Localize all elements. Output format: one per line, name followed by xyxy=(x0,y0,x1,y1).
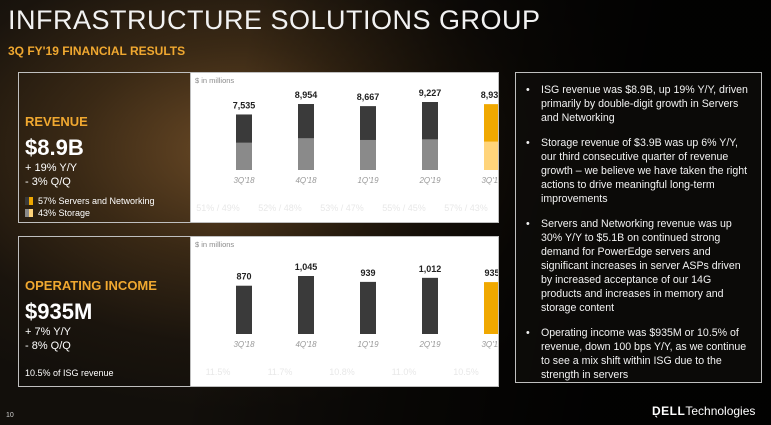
commentary-text: Operating income was $935M or 10.5% of r… xyxy=(541,327,747,381)
category-label: 2Q'19 xyxy=(418,176,441,185)
revenue-qq: - 3% Q/Q xyxy=(25,176,71,188)
operating-income-label: OPERATING INCOME xyxy=(25,278,157,293)
revenue-panel: REVENUE $8.9B + 19% Y/Y - 3% Q/Q 57% Ser… xyxy=(18,72,499,223)
legend-label-storage: 43% Storage xyxy=(38,208,91,218)
commentary-box: • ISG revenue was $8.9B, up 19% Y/Y, driv… xyxy=(515,72,762,383)
operating-income-value: $935M xyxy=(25,299,93,324)
revenue-mix-3q18: 51% / 49% xyxy=(196,203,240,213)
oi-margin-2q19: 11.0% xyxy=(391,367,417,377)
bar-value-label: 8,667 xyxy=(357,92,380,102)
category-label: 4Q'18 xyxy=(295,340,317,349)
revenue-yy: + 19% Y/Y xyxy=(25,162,78,174)
operating-income-summary: OPERATING INCOME $935M + 7% Y/Y - 8% Q/Q… xyxy=(18,236,190,387)
legend-swatch-storage xyxy=(25,209,33,217)
bar-value-label: 1,012 xyxy=(419,264,442,274)
bar-value-label: 7,535 xyxy=(233,100,256,110)
bar-value-label: 8,937 xyxy=(481,90,498,100)
operating-income-yy: + 7% Y/Y xyxy=(25,326,71,338)
commentary-item: • Servers and Networking revenue was up 3… xyxy=(526,217,754,315)
category-label: 3Q'19 xyxy=(481,176,498,185)
category-label: 2Q'19 xyxy=(418,340,441,349)
revenue-chart: $ in millions 7,535 3Q'18 8,954 4Q'18 8,667 1… xyxy=(190,72,499,223)
bar-operating-income xyxy=(298,276,314,334)
revenue-summary: REVENUE $8.9B + 19% Y/Y - 3% Q/Q 57% Ser… xyxy=(18,72,190,223)
operating-income-panel: OPERATING INCOME $935M + 7% Y/Y - 8% Q/Q… xyxy=(18,236,499,387)
bar-operating-income xyxy=(236,285,252,334)
bar-storage xyxy=(422,139,438,170)
oi-margin-1q19: 10.8% xyxy=(329,367,355,377)
commentary-text: Servers and Networking revenue was up 30… xyxy=(541,218,741,314)
category-label: 1Q'19 xyxy=(357,176,379,185)
bar-storage xyxy=(298,138,314,170)
commentary-text: Storage revenue of $3.9B was up 6% Y/Y, … xyxy=(541,137,748,205)
commentary-text: ISG revenue was $8.9B, up 19% Y/Y, drive… xyxy=(541,84,748,124)
logo-suffix: Technologies xyxy=(685,404,756,418)
oi-margin-3q19: 10.5% xyxy=(453,367,479,377)
oi-margin-3q18: 11.5% xyxy=(205,367,231,377)
revenue-mix-1q19: 53% / 47% xyxy=(320,203,364,213)
legend-label-servers: 57% Servers and Networking xyxy=(38,196,155,206)
bar-operating-income xyxy=(360,281,376,334)
revenue-mix-2q19: 55% / 45% xyxy=(382,203,426,213)
operating-income-note: 10.5% of ISG revenue xyxy=(25,368,114,378)
operating-income-chart: $ in millions 870 3Q'18 1,045 4Q'18 939 1Q'19… xyxy=(190,236,499,387)
category-label: 3Q'18 xyxy=(233,176,255,185)
bar-storage xyxy=(484,141,498,170)
bar-value-label: 9,227 xyxy=(419,88,442,98)
operating-income-qq: - 8% Q/Q xyxy=(25,340,71,352)
oi-margin-4q18: 11.7% xyxy=(267,367,293,377)
commentary-item: • ISG revenue was $8.9B, up 19% Y/Y, driv… xyxy=(526,83,754,125)
bar-storage xyxy=(236,142,252,170)
revenue-value: $8.9B xyxy=(25,135,84,160)
page-number: 10 xyxy=(6,412,14,419)
category-label: 1Q'19 xyxy=(357,340,379,349)
bar-servers-networking xyxy=(422,102,438,140)
bar-value-label: 939 xyxy=(360,268,375,278)
bar-servers-networking xyxy=(236,114,252,143)
commentary-item: • Storage revenue of $3.9B was up 6% Y/Y,… xyxy=(526,136,754,206)
category-label: 3Q'19 xyxy=(481,340,498,349)
legend-swatch-servers xyxy=(25,197,33,205)
bar-value-label: 1,045 xyxy=(295,262,318,272)
bar-servers-networking xyxy=(360,106,376,140)
revenue-mix-4q18: 52% / 48% xyxy=(258,203,302,213)
commentary-item: • Operating income was $935M or 10.5% of … xyxy=(526,326,754,382)
bar-storage xyxy=(360,139,376,170)
bar-operating-income xyxy=(422,277,438,334)
bar-servers-networking xyxy=(484,104,498,142)
bar-value-label: 870 xyxy=(236,272,251,282)
operating-income-unit-label: $ in millions xyxy=(195,240,235,249)
revenue-unit-label: $ in millions xyxy=(195,76,235,85)
revenue-mix-3q19: 57% / 43% xyxy=(444,203,488,213)
bullet-icon: • xyxy=(526,327,530,339)
page-title: INFRASTRUCTURE SOLUTIONS GROUP xyxy=(8,5,541,35)
bullet-icon: • xyxy=(526,218,530,230)
revenue-label: REVENUE xyxy=(25,114,88,129)
operating-income-chart-svg: 870 3Q'18 1,045 4Q'18 939 1Q'19 1,012 2Q'19 935 3… xyxy=(233,262,498,349)
bullet-icon: • xyxy=(526,84,530,96)
dell-technologies-logo: D̖ELL Technologies xyxy=(652,404,755,418)
legend-storage: 43% Storage xyxy=(25,208,90,218)
bar-operating-income xyxy=(484,282,498,334)
commentary-list: • ISG revenue was $8.9B, up 19% Y/Y, driv… xyxy=(526,83,754,393)
logo-brand: D̖ELL xyxy=(652,404,686,418)
page-subtitle: 3Q FY'19 FINANCIAL RESULTS xyxy=(8,44,186,58)
category-label: 3Q'18 xyxy=(233,340,255,349)
bullet-icon: • xyxy=(526,137,530,149)
bar-value-label: 935 xyxy=(484,268,498,278)
bar-value-label: 8,954 xyxy=(295,90,318,100)
category-label: 4Q'18 xyxy=(295,176,317,185)
legend-servers: 57% Servers and Networking xyxy=(25,196,155,206)
bar-servers-networking xyxy=(298,104,314,139)
revenue-chart-svg: 7,535 3Q'18 8,954 4Q'18 8,667 1Q'19 9,227 2Q'19… xyxy=(233,88,498,185)
